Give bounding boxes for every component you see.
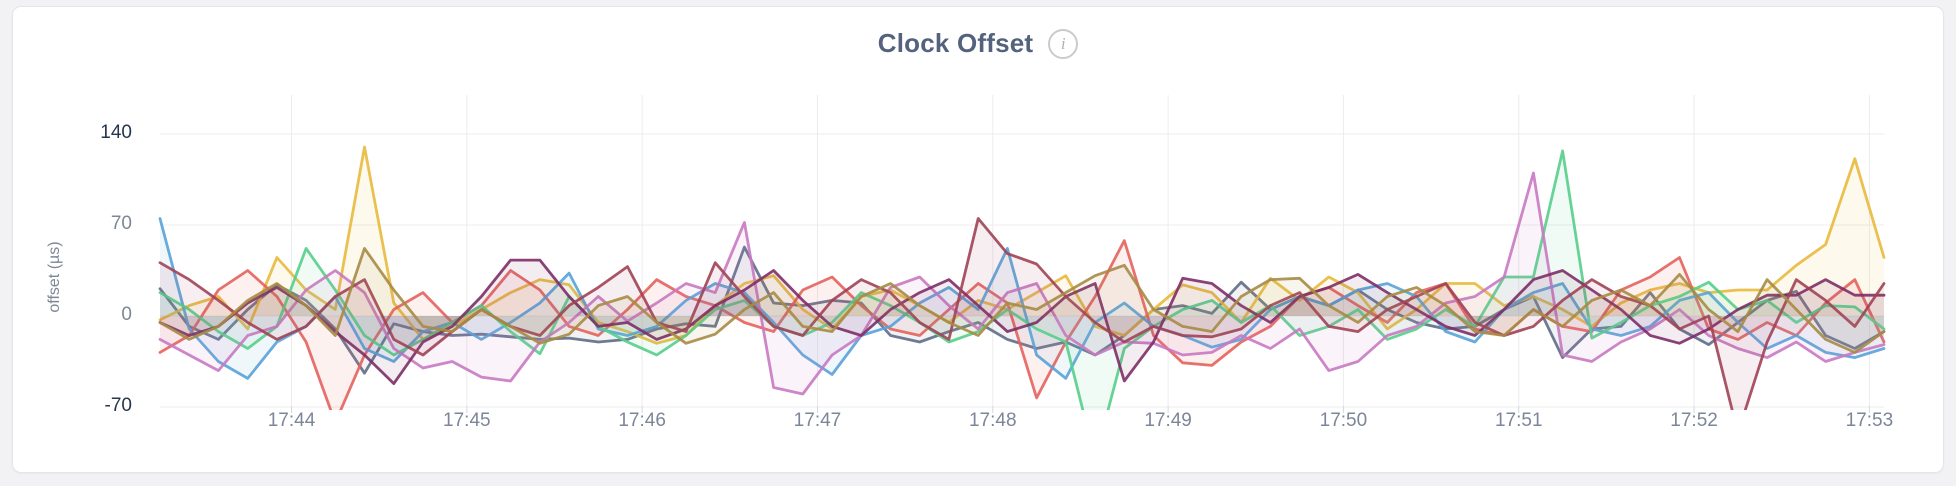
y-tick-label: 70 bbox=[110, 213, 132, 234]
x-tick-label: 17:50 bbox=[1319, 410, 1368, 431]
series-maroon-area bbox=[160, 218, 1884, 410]
y-tick-label: 140 bbox=[100, 122, 132, 143]
x-tick-label: 17:52 bbox=[1670, 410, 1718, 431]
x-tick-label: 17:45 bbox=[443, 410, 491, 431]
series-olive-line bbox=[158, 247, 1886, 354]
y-axis-title: offset (µs) bbox=[46, 241, 63, 313]
x-tick-label: 17:44 bbox=[267, 410, 316, 431]
y-tick-label: -70 bbox=[104, 395, 132, 416]
info-icon[interactable]: i bbox=[1048, 28, 1079, 59]
series-salmon-line bbox=[158, 239, 1886, 410]
series-maroon-line bbox=[158, 217, 1886, 410]
chart-card bbox=[12, 6, 1944, 473]
y-tick-label: 0 bbox=[121, 304, 132, 325]
x-tick-label: 17:47 bbox=[793, 410, 842, 431]
chart-title: Clock Offset bbox=[877, 28, 1034, 58]
x-tick-label: 17:48 bbox=[968, 410, 1017, 431]
x-tick-label: 17:53 bbox=[1845, 410, 1894, 431]
x-tick-label: 17:49 bbox=[1144, 410, 1192, 431]
series-salmon-area bbox=[160, 240, 1884, 410]
series-orchid-line bbox=[158, 171, 1886, 396]
series-orchid-area bbox=[160, 173, 1884, 394]
series-green-area bbox=[160, 150, 1884, 410]
series-plum-area bbox=[160, 260, 1884, 384]
series-blue-area bbox=[160, 218, 1884, 379]
series-plum-line bbox=[158, 258, 1886, 385]
x-tick-label: 17:46 bbox=[618, 410, 666, 431]
series-green-line bbox=[158, 149, 1886, 410]
chart-header: Clock Offset i bbox=[0, 28, 1956, 59]
x-tick-label: 17:51 bbox=[1494, 410, 1543, 431]
